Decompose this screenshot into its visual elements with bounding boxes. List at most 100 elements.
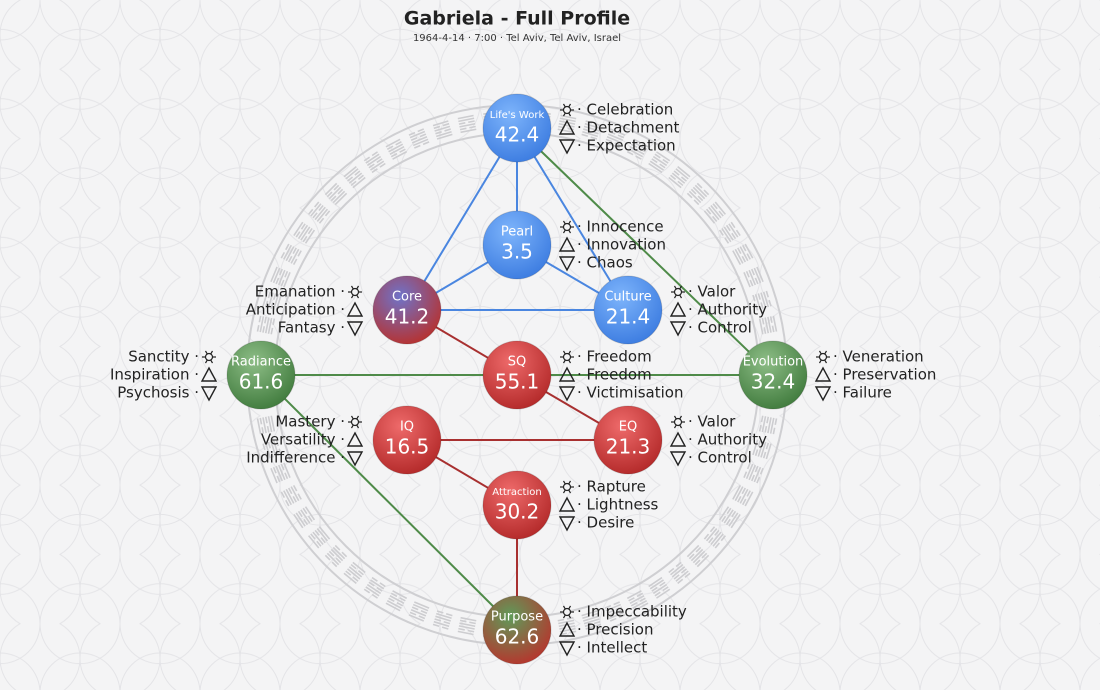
hex-bar — [258, 315, 262, 323]
hex-bar — [701, 552, 708, 559]
hex-bar — [285, 488, 295, 504]
hex-bar — [690, 548, 704, 562]
hex-bar — [348, 566, 363, 578]
icon-down — [558, 139, 576, 155]
hex-bar — [591, 612, 598, 617]
annotation: · Freedom — [577, 366, 652, 384]
hexagram — [324, 544, 348, 568]
hex-bar — [754, 465, 759, 473]
hex-bar — [436, 130, 452, 138]
hex-bar — [767, 316, 772, 333]
node-label: Purpose — [491, 610, 543, 625]
annotation: · Valor — [688, 413, 736, 431]
hex-bar — [264, 317, 270, 334]
hex-bar — [270, 302, 274, 309]
hexagram — [457, 114, 477, 134]
hex-bar — [458, 122, 466, 125]
annotation: · Control — [688, 449, 752, 467]
hex-bar — [272, 440, 280, 456]
hex-bar — [569, 630, 577, 634]
hex-bar — [302, 235, 308, 243]
hex-bar — [267, 292, 274, 309]
hex-bar — [436, 610, 444, 614]
node-value: 55.1 — [495, 370, 540, 394]
hex-bar — [318, 205, 324, 212]
hex-bar — [767, 417, 772, 434]
hex-bar — [703, 189, 710, 196]
hexagram — [280, 243, 302, 266]
hex-bar — [686, 192, 693, 199]
hex-bar — [754, 303, 759, 311]
hex-bar — [267, 291, 272, 299]
icon-up — [200, 366, 218, 382]
hex-bar — [692, 550, 706, 564]
hex-bar — [293, 221, 304, 236]
icon-stroke — [350, 287, 360, 297]
hex-bar — [763, 327, 767, 334]
hex-bar — [714, 201, 726, 215]
hex-bar — [614, 142, 622, 147]
hex-bar — [432, 623, 440, 628]
hex-bar — [748, 464, 757, 481]
hexagram — [408, 128, 430, 149]
node-label: Evolution — [743, 355, 804, 370]
hex-bar — [618, 614, 626, 619]
hex-bar — [731, 232, 737, 240]
hex-bar — [352, 561, 366, 574]
hex-bar — [307, 228, 313, 235]
annotation: · Authority — [688, 431, 767, 449]
hex-bar — [459, 622, 476, 628]
hex-bar — [264, 416, 268, 424]
hex-bar — [772, 315, 778, 332]
hex-bar — [714, 529, 720, 536]
hex-bar — [651, 586, 658, 592]
hex-bar — [629, 595, 645, 605]
hex-bar — [280, 463, 285, 471]
hex-bar — [725, 224, 731, 232]
hex-bar — [411, 135, 428, 144]
annotation: · Celebration — [577, 101, 673, 119]
hex-bar — [270, 266, 278, 283]
hex-bar — [396, 602, 404, 607]
hex-bar — [728, 223, 739, 238]
hex-bar — [690, 188, 697, 195]
hex-bar — [745, 270, 750, 278]
hex-bar — [703, 210, 716, 224]
hex-bar — [720, 535, 726, 542]
hex-bar — [648, 162, 663, 174]
hex-bar — [737, 495, 742, 503]
annotation: · Preservation — [833, 366, 936, 384]
annotation: · Rapture — [577, 478, 646, 496]
hex-bar — [694, 559, 701, 566]
hex-bar — [267, 416, 273, 433]
hex-bar — [292, 247, 297, 255]
icon-up — [669, 301, 687, 317]
annotation: · Desire — [577, 514, 634, 532]
annotation: · Expectation — [577, 137, 676, 155]
hex-bar — [649, 579, 664, 590]
hex-bar — [277, 269, 286, 286]
hex-bar — [386, 145, 394, 151]
hex-bar — [756, 476, 761, 484]
hex-bar — [752, 439, 759, 456]
hex-bar — [292, 495, 297, 503]
hex-bar — [458, 625, 475, 630]
hex-bar — [256, 418, 262, 435]
annotation: · Authority — [688, 301, 767, 319]
hex-bar — [337, 188, 344, 195]
hex-bar — [617, 134, 625, 139]
hex-bar — [434, 618, 442, 622]
hexagram — [718, 221, 741, 244]
node-value: 30.2 — [495, 500, 540, 524]
hex-bar — [732, 484, 742, 500]
hexagram — [758, 315, 778, 335]
hex-bar — [632, 599, 648, 609]
hex-bar — [350, 563, 357, 570]
hex-bar — [741, 487, 747, 495]
hex-bar — [626, 150, 634, 156]
